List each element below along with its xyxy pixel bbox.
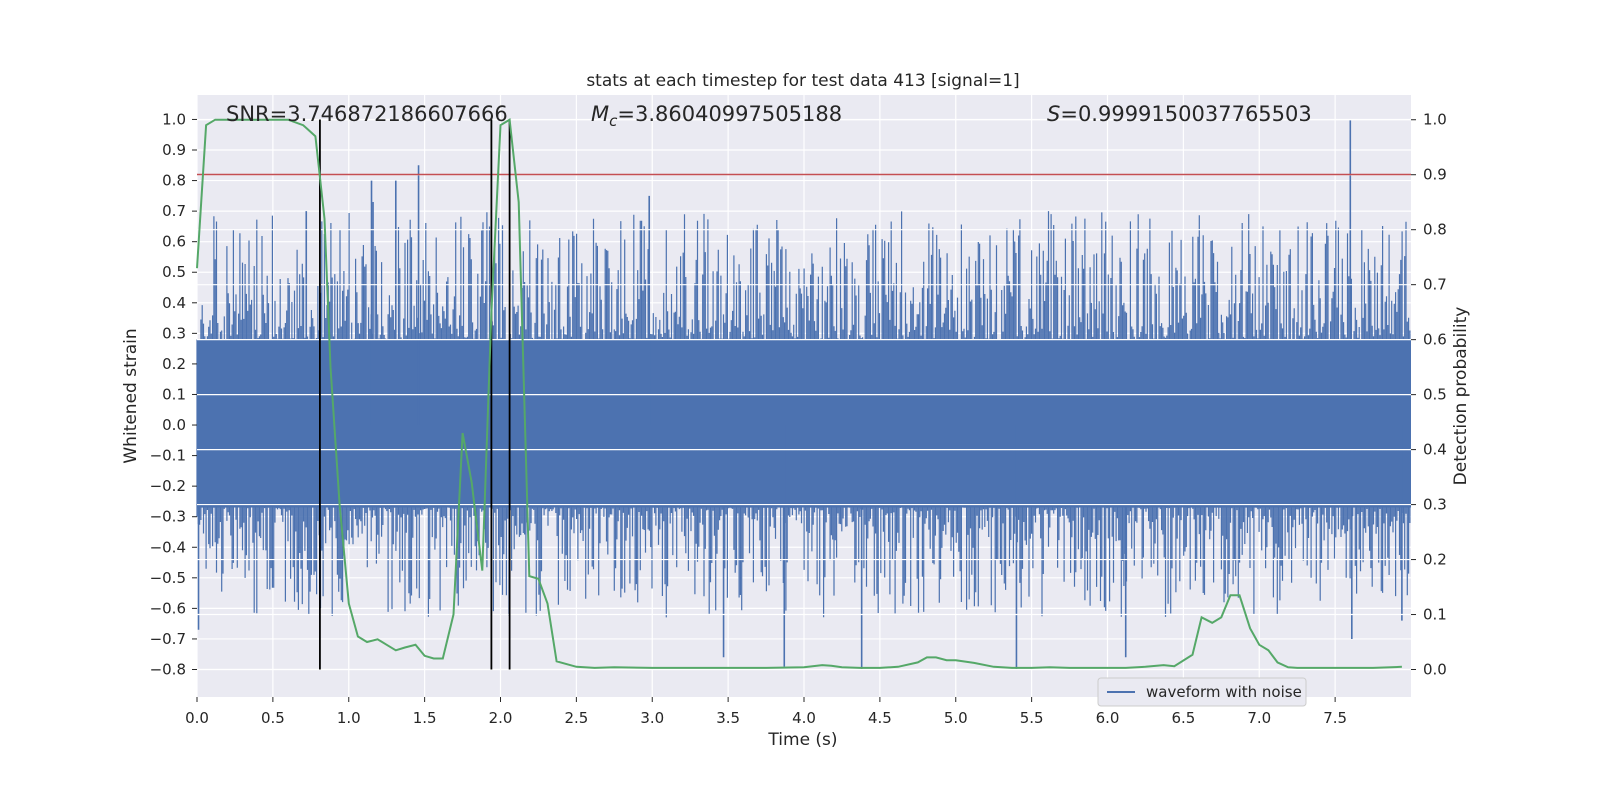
mc-symbol: M: [591, 102, 609, 126]
y2-tick-label: 0.7: [1423, 276, 1447, 294]
x-tick-label: 2.5: [564, 709, 588, 727]
y-tick-label: 0.9: [162, 141, 186, 159]
y-tick-label: 0.4: [162, 294, 186, 312]
legend-label: waveform with noise: [1146, 683, 1302, 701]
mc-subscript: c: [609, 112, 618, 130]
y2-tick-label: 1.0: [1423, 111, 1447, 129]
y-tick-label: 0.8: [162, 172, 186, 190]
y-tick-label: 0.3: [162, 324, 186, 342]
x-tick-label: 3.0: [640, 709, 664, 727]
s-value: =0.9999150037765503: [1060, 102, 1311, 126]
chart-title: stats at each timestep for test data 413…: [586, 71, 1019, 91]
x-tick-label: 2.0: [489, 709, 513, 727]
y2-axis-ticks: 1.0 0.9 0.8 0.7 0.6 0.5 0.4 0.3 0.2 0.1 0.0: [1411, 111, 1447, 679]
y2-axis-label: Detection probability: [1451, 307, 1471, 486]
snr-value: 3.746872186607666: [287, 102, 507, 126]
mc-value: =3.86040997505188: [617, 102, 842, 126]
x-tick-label: 1.0: [337, 709, 361, 727]
y-tick-label: −0.7: [150, 630, 186, 648]
legend: waveform with noise: [1097, 677, 1307, 707]
x-tick-label: 1.5: [413, 709, 437, 727]
y2-tick-label: 0.4: [1423, 441, 1447, 459]
y-tick-label: 1.0: [162, 110, 186, 128]
x-tick-label: 0.5: [261, 709, 285, 727]
waveform-series: [196, 119, 1411, 670]
y-tick-label: −0.1: [150, 447, 186, 465]
x-tick-label: 4.5: [868, 709, 892, 727]
y-tick-label: 0.7: [162, 202, 186, 220]
y2-tick-label: 0.0: [1423, 661, 1447, 679]
y-tick-label: −0.5: [150, 569, 186, 587]
x-tick-label: 0.0: [185, 709, 209, 727]
snr-prefix: SNR=: [226, 102, 287, 126]
x-tick-label: 7.0: [1247, 709, 1271, 727]
y-tick-label: −0.6: [150, 599, 186, 617]
detection-probability-line: [196, 118, 1402, 669]
y-tick-label: −0.3: [150, 508, 186, 526]
x-tick-label: 3.5: [716, 709, 740, 727]
y-tick-label: 0.2: [162, 355, 186, 373]
y-tick-label: −0.4: [150, 538, 186, 556]
y2-tick-label: 0.6: [1423, 331, 1447, 349]
y-tick-label: 0.5: [162, 263, 186, 281]
snr-annotation: SNR=3.746872186607666: [226, 102, 508, 126]
y-tick-label: 0.0: [162, 416, 186, 434]
x-tick-label: 6.5: [1171, 709, 1195, 727]
x-tick-label: 4.0: [792, 709, 816, 727]
vertical-markers: [319, 119, 511, 670]
y2-tick-label: 0.5: [1423, 386, 1447, 404]
x-axis-label: Time (s): [767, 730, 837, 750]
x-tick-label: 5.5: [1020, 709, 1044, 727]
y-tick-label: −0.2: [150, 477, 186, 495]
y2-tick-label: 0.8: [1423, 221, 1447, 239]
y-axis-label: Whitened strain: [121, 328, 141, 463]
score-annotation: S=0.9999150037765503: [1047, 102, 1312, 126]
y2-tick-label: 0.2: [1423, 551, 1447, 569]
x-tick-label: 5.0: [944, 709, 968, 727]
chirp-mass-annotation: Mc=3.86040997505188: [591, 102, 842, 130]
y2-tick-label: 0.3: [1423, 496, 1447, 514]
y2-tick-label: 0.1: [1423, 606, 1447, 624]
x-tick-label: 6.0: [1096, 709, 1120, 727]
x-tick-label: 7.5: [1323, 709, 1347, 727]
y-tick-label: 0.1: [162, 385, 186, 403]
y-tick-label: 0.6: [162, 233, 186, 251]
y-axis-ticks: 1.0 0.9 0.8 0.7 0.6 0.5 0.4 0.3 0.2 0.1 0.0 −0.1 −0.…: [150, 110, 197, 678]
y-tick-label: −0.8: [150, 660, 186, 678]
s-symbol: S: [1047, 102, 1060, 126]
legend-box: [1097, 677, 1307, 707]
y2-tick-label: 0.9: [1423, 166, 1447, 184]
